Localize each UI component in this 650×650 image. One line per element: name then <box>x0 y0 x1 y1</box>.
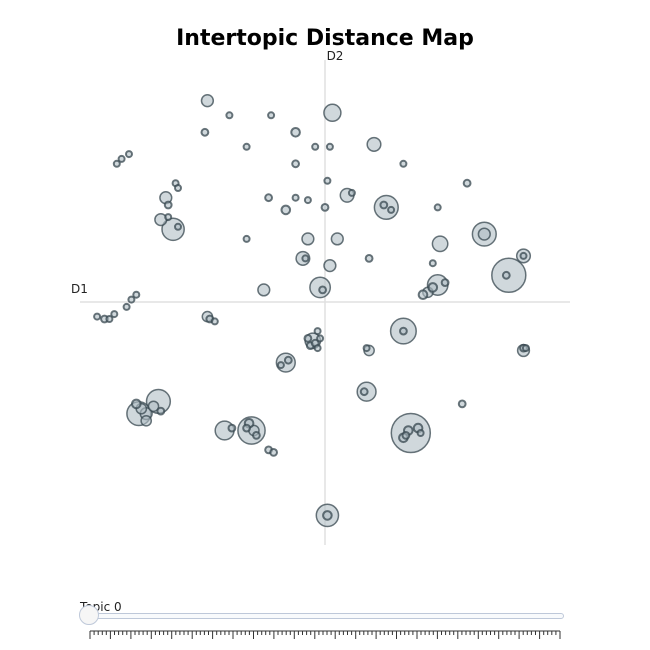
topic-bubble-77[interactable] <box>313 344 322 353</box>
topic-bubble-30[interactable] <box>387 205 396 214</box>
topic-bubble-4[interactable] <box>242 142 251 151</box>
topic-bubble-9[interactable] <box>366 136 382 152</box>
topic-bubble-60[interactable] <box>127 295 136 304</box>
topic-bubble-44[interactable] <box>323 258 337 273</box>
topic-bubble-6[interactable] <box>311 142 320 151</box>
topic-bubble-82[interactable] <box>521 344 530 353</box>
topic-bubble-5[interactable] <box>290 127 301 138</box>
topic-bubble-62[interactable] <box>110 310 119 319</box>
topic-bubble-20[interactable] <box>303 196 312 205</box>
topic-bubble-89[interactable] <box>131 398 142 410</box>
topic-bubble-12[interactable] <box>125 150 133 159</box>
topic-bubble-79[interactable] <box>362 344 371 353</box>
topic-bubble-41[interactable] <box>477 227 491 241</box>
topic-bubble-75[interactable] <box>303 334 313 343</box>
topic-bubble-113[interactable] <box>322 510 333 521</box>
topic-bubble-29[interactable] <box>379 200 389 210</box>
topic-bubble-2[interactable] <box>200 127 210 137</box>
topic-bubble-0[interactable] <box>200 94 215 108</box>
topic-bubble-31[interactable] <box>433 203 442 212</box>
topic-bubble-84[interactable] <box>283 355 293 365</box>
topic-bubble-105[interactable] <box>269 448 279 457</box>
topic-bubble-58[interactable] <box>417 289 429 301</box>
topic-bubble-21[interactable] <box>323 176 332 185</box>
bubble-layer <box>93 94 532 528</box>
topic-bubble-23[interactable] <box>163 200 173 210</box>
topic-bubble-27[interactable] <box>347 188 356 197</box>
topic-bubble-16[interactable] <box>174 184 182 192</box>
topic-bubble-65[interactable] <box>93 312 102 321</box>
topic-bubble-53[interactable] <box>318 285 328 295</box>
topic-bubble-95[interactable] <box>140 414 153 427</box>
chart-title: Intertopic Distance Map <box>176 26 474 51</box>
topic-bubble-36[interactable] <box>242 234 251 243</box>
topic-bubble-57[interactable] <box>440 278 450 288</box>
topic-bubble-70[interactable] <box>399 326 408 336</box>
topic-bubble-45[interactable] <box>364 254 374 263</box>
topic-bubble-92[interactable] <box>147 400 160 413</box>
topic-bubble-72[interactable] <box>313 327 322 336</box>
topic-bubble-73[interactable] <box>316 334 325 343</box>
topic-bubble-7[interactable] <box>323 103 342 123</box>
topic-bubble-18[interactable] <box>291 159 301 169</box>
topic-bubble-103[interactable] <box>252 431 261 440</box>
topic-bubble-87[interactable] <box>359 387 369 397</box>
topic-bubble-96[interactable] <box>156 406 166 416</box>
topic-bubble-61[interactable] <box>122 302 131 311</box>
topic-bubble-59[interactable] <box>132 290 141 299</box>
topic-bubble-24[interactable] <box>280 204 292 216</box>
topic-bubble-39[interactable] <box>431 235 449 253</box>
topic-bubble-63[interactable] <box>105 315 114 323</box>
topic-bubble-13[interactable] <box>117 154 126 163</box>
topic-bubble-50[interactable] <box>501 270 511 280</box>
topic-bubble-43[interactable] <box>301 254 310 263</box>
topic-bubble-110[interactable] <box>416 429 425 437</box>
topic-slider-handle[interactable] <box>79 605 99 625</box>
topic-bubble-25[interactable] <box>320 203 330 212</box>
topic-bubble-3[interactable] <box>267 111 276 120</box>
topic-bubble-10[interactable] <box>399 159 408 168</box>
topic-bubble-8[interactable] <box>325 142 334 151</box>
topic-bubble-33[interactable] <box>164 213 173 222</box>
topic-bubble-19[interactable] <box>291 193 300 202</box>
topic-bubble-48[interactable] <box>519 251 528 260</box>
topic-bubble-51[interactable] <box>257 283 271 297</box>
topic-bubble-35[interactable] <box>174 222 182 231</box>
topic-bubble-88[interactable] <box>457 399 467 409</box>
topic-bubble-1[interactable] <box>225 111 234 120</box>
topic-bubble-55[interactable] <box>427 282 439 293</box>
topic-bubble-98[interactable] <box>227 423 237 433</box>
topic-bubble-99[interactable] <box>242 423 252 433</box>
topic-bubble-17[interactable] <box>264 193 274 203</box>
topic-bubble-38[interactable] <box>330 232 344 246</box>
topic-bubble-14[interactable] <box>112 159 121 168</box>
topic-bubble-111[interactable] <box>401 431 411 440</box>
topic-bubble-37[interactable] <box>301 232 315 246</box>
y-axis-label: D2 <box>327 49 344 63</box>
x-axis-label: D1 <box>71 282 88 296</box>
topic-bubble-46[interactable] <box>428 259 437 268</box>
topic-bubble-85[interactable] <box>276 361 285 370</box>
topic-bubble-68[interactable] <box>210 317 219 326</box>
topic-bubble-11[interactable] <box>462 178 472 188</box>
